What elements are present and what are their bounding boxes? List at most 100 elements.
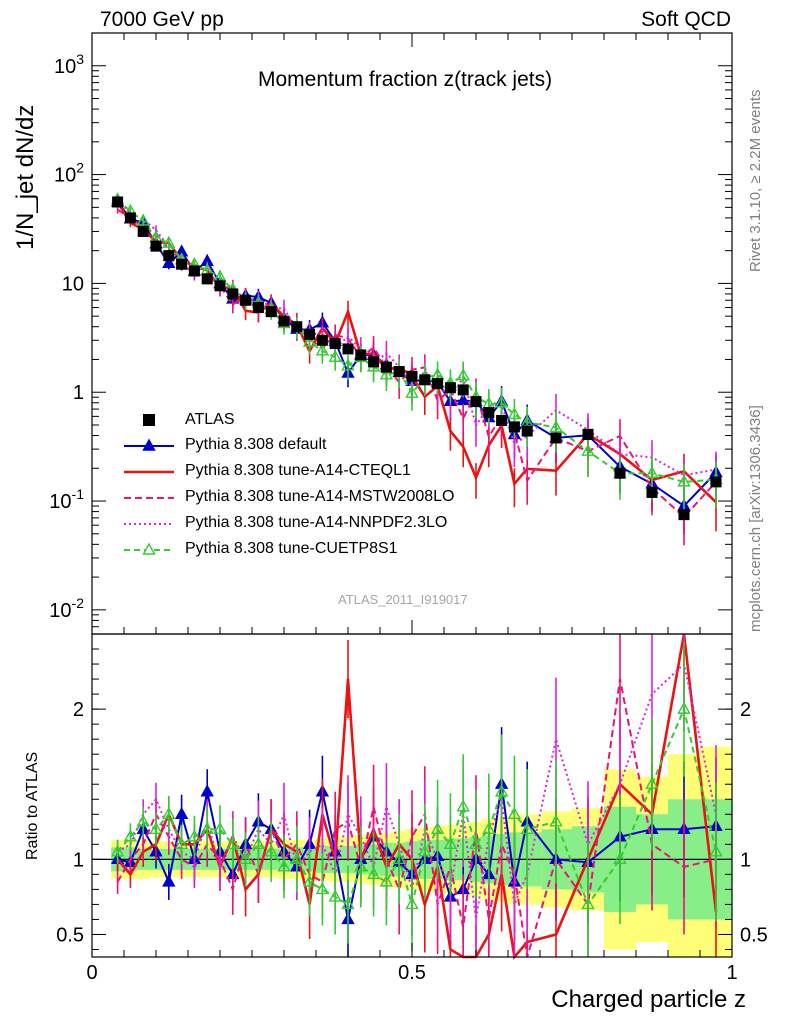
ratio-marker bbox=[507, 806, 522, 819]
legend-marker-triangle bbox=[142, 542, 156, 555]
x-tick-label: 0 bbox=[86, 962, 97, 984]
main-marker bbox=[507, 407, 522, 420]
main-marker bbox=[456, 368, 470, 381]
ratio-marker bbox=[226, 836, 240, 850]
ratio-marker bbox=[677, 701, 691, 714]
y-axis-label-ratio: Ratio to ATLAS bbox=[24, 751, 41, 860]
atlas-data-point bbox=[496, 414, 508, 426]
ratio-y-tick-label-left: 0.5 bbox=[56, 924, 84, 946]
atlas-data-point bbox=[291, 321, 303, 333]
atlas-data-point bbox=[582, 428, 594, 440]
atlas-data-point bbox=[457, 384, 469, 396]
atlas-data-point bbox=[176, 258, 188, 270]
main-y-tick-label: 10 bbox=[62, 273, 84, 295]
ratio-marker bbox=[418, 844, 432, 857]
ratio-marker bbox=[110, 844, 125, 857]
main-marker bbox=[405, 385, 419, 398]
ratio-marker bbox=[354, 859, 368, 872]
main-marker bbox=[162, 235, 176, 248]
main-marker bbox=[341, 358, 355, 371]
ratio-marker bbox=[200, 821, 214, 835]
ratio-marker bbox=[645, 776, 659, 789]
main-marker bbox=[494, 395, 509, 408]
atlas-data-point bbox=[710, 476, 722, 488]
ratio-marker bbox=[581, 896, 595, 910]
ratio-marker bbox=[302, 874, 317, 887]
ratio-marker bbox=[149, 821, 163, 835]
ratio-marker bbox=[549, 814, 563, 827]
legend-marker-square bbox=[143, 414, 155, 426]
ratio-y-tick-label-left: 1 bbox=[73, 849, 84, 871]
ratio-y-tick-label-right: 2 bbox=[740, 699, 751, 721]
series-line-main-3 bbox=[116, 199, 717, 477]
atlas-data-point bbox=[521, 425, 533, 437]
ratio-y-tick-label-right: 0.5 bbox=[740, 924, 768, 946]
ratio-marker bbox=[430, 821, 445, 835]
legend-label-cteql1: Pythia 8.308 tune-A14-CTEQL1 bbox=[185, 462, 411, 479]
main-y-tick-label: 10-1 bbox=[49, 486, 84, 513]
main-marker bbox=[315, 343, 330, 356]
main-marker bbox=[136, 213, 150, 226]
ratio-marker bbox=[123, 829, 138, 842]
analysis-watermark: ATLAS_2011_I919017 bbox=[338, 592, 468, 607]
ratio-marker bbox=[405, 896, 419, 910]
atlas-data-point bbox=[646, 486, 658, 498]
ratio-marker bbox=[136, 814, 150, 827]
atlas-data-point bbox=[406, 370, 418, 382]
atlas-data-point bbox=[214, 280, 226, 292]
atlas-data-point bbox=[368, 356, 380, 368]
ratio-marker bbox=[443, 836, 458, 850]
atlas-data-point bbox=[393, 366, 405, 378]
atlas-data-point bbox=[483, 407, 495, 419]
atlas-data-point bbox=[614, 467, 626, 479]
ratio-marker bbox=[264, 844, 278, 857]
header-right: Soft QCD bbox=[641, 8, 731, 31]
main-marker bbox=[379, 367, 394, 380]
x-axis-label: Charged particle z bbox=[551, 986, 746, 1013]
mcplots-reference-text: mcplots.cern.ch [arXiv:1306.3436] bbox=[747, 405, 764, 632]
legend-marker-triangle bbox=[142, 438, 156, 451]
atlas-data-point bbox=[470, 396, 482, 408]
legend-label-atlas: ATLAS bbox=[185, 411, 235, 428]
main-y-tick-label: 102 bbox=[54, 160, 84, 187]
ratio-marker bbox=[174, 806, 189, 819]
ratio-marker bbox=[174, 836, 189, 850]
main-marker bbox=[581, 443, 595, 456]
ratio-marker bbox=[392, 851, 406, 865]
main-marker bbox=[162, 255, 176, 269]
header-left: 7000 GeV pp bbox=[100, 8, 224, 31]
ratio-marker bbox=[456, 799, 470, 812]
main-marker bbox=[328, 349, 342, 362]
ratio-marker bbox=[162, 874, 176, 887]
atlas-data-point bbox=[380, 361, 392, 373]
ratio-marker bbox=[494, 784, 509, 797]
atlas-data-point bbox=[265, 306, 277, 318]
ratio-marker bbox=[709, 844, 723, 857]
ratio-marker bbox=[520, 821, 534, 835]
ratio-marker bbox=[200, 784, 214, 797]
ratio-marker bbox=[613, 851, 627, 865]
ratio-marker bbox=[251, 836, 266, 850]
main-y-tick-label: 103 bbox=[54, 51, 84, 78]
legend-label-nnpdf23lo: Pythia 8.308 tune-A14-NNPDF2.3LO bbox=[185, 514, 448, 531]
ratio-marker bbox=[290, 851, 304, 865]
main-marker bbox=[302, 334, 317, 347]
atlas-data-point bbox=[278, 315, 290, 327]
atlas-data-point bbox=[419, 374, 431, 386]
ratio-marker bbox=[187, 829, 202, 842]
series-line-main-1 bbox=[116, 201, 717, 504]
main-marker bbox=[677, 474, 691, 487]
ratio-y-tick-label-right: 1 bbox=[740, 849, 751, 871]
y-axis-label-main: 1/N_jet dN/dz bbox=[12, 104, 39, 250]
atlas-data-point bbox=[329, 338, 341, 350]
ratio-marker bbox=[162, 806, 176, 819]
atlas-data-point bbox=[444, 382, 456, 394]
ratio-marker bbox=[315, 881, 330, 895]
ratio-marker bbox=[482, 821, 496, 835]
atlas-data-point bbox=[137, 225, 149, 237]
ratio-marker bbox=[366, 866, 381, 880]
ratio-y-tick-label-left: 2 bbox=[73, 699, 84, 721]
ratio-marker bbox=[379, 874, 394, 887]
plot-title: Momentum fraction z(track jets) bbox=[258, 68, 553, 91]
